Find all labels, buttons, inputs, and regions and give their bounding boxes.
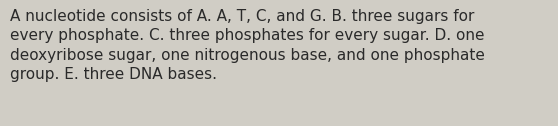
Text: A nucleotide consists of A. A, T, C, and G. B. three sugars for
every phosphate.: A nucleotide consists of A. A, T, C, and… [10,9,485,83]
